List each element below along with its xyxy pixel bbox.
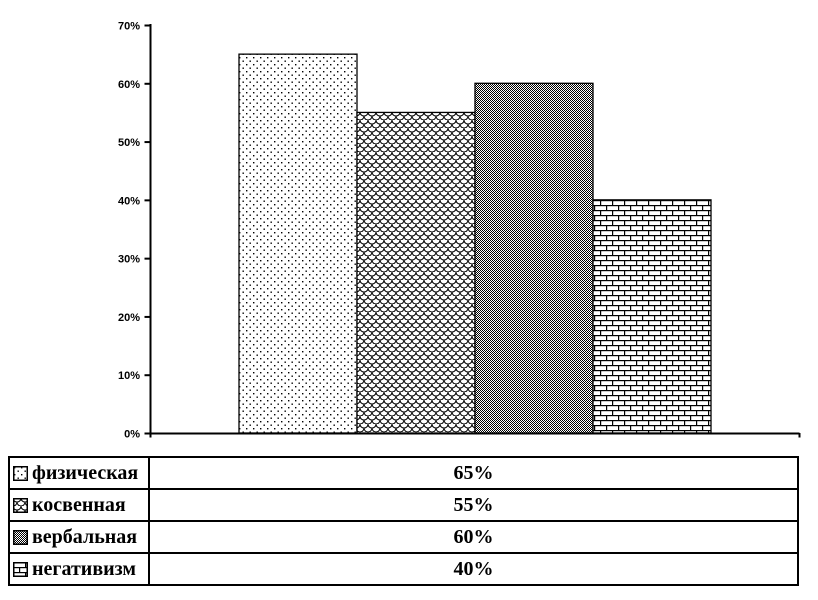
legend-label: физическая (32, 462, 139, 484)
y-tick-label: 30% (118, 254, 140, 266)
legend-label: вербальная (32, 526, 138, 548)
legend-row: физическая 65% (10, 458, 797, 490)
bar-4 (592, 199, 712, 434)
legend-label: косвенная (32, 494, 126, 516)
y-tick-label: 70% (118, 21, 140, 33)
legend-table: физическая 65% косвенная 55% вербальная 60% не… (8, 456, 799, 586)
legend-label-cell: негативизм (10, 554, 150, 584)
legend-label-cell: физическая (10, 458, 150, 488)
legend-label-cell: вербальная (10, 522, 150, 552)
legend-label: негативизм (32, 558, 137, 580)
legend-value: 40% (453, 557, 494, 580)
y-tick-label: 60% (118, 79, 140, 91)
pattern-swatch-icon (13, 465, 28, 481)
bar-2 (356, 111, 476, 434)
bar-3 (474, 82, 594, 434)
pattern-swatch-icon (13, 529, 28, 545)
legend-label-cell: косвенная (10, 490, 150, 520)
y-tick-label: 20% (118, 312, 140, 324)
legend-row: негативизм 40% (10, 554, 797, 584)
pattern-swatch-fill (13, 561, 28, 577)
pattern-swatch-fill (13, 465, 28, 481)
y-tick-label: 10% (118, 370, 140, 382)
legend-value: 55% (453, 493, 494, 516)
y-tick-label: 0% (124, 429, 140, 441)
bar-chart: 0% 10% 20% 30% 40% 50% 60% 70% (118, 21, 801, 441)
y-tick-label: 40% (118, 195, 140, 207)
pattern-swatch-fill (13, 497, 28, 513)
pattern-swatch-fill (13, 529, 28, 545)
y-tick-label: 50% (118, 137, 140, 149)
pattern-swatch-icon (13, 497, 28, 513)
bar-1 (238, 53, 358, 434)
pattern-swatch-icon (13, 561, 28, 577)
legend-value: 60% (453, 525, 494, 548)
legend-value: 65% (453, 461, 494, 484)
legend-row: вербальная 60% (10, 522, 797, 554)
legend-row: косвенная 55% (10, 490, 797, 522)
